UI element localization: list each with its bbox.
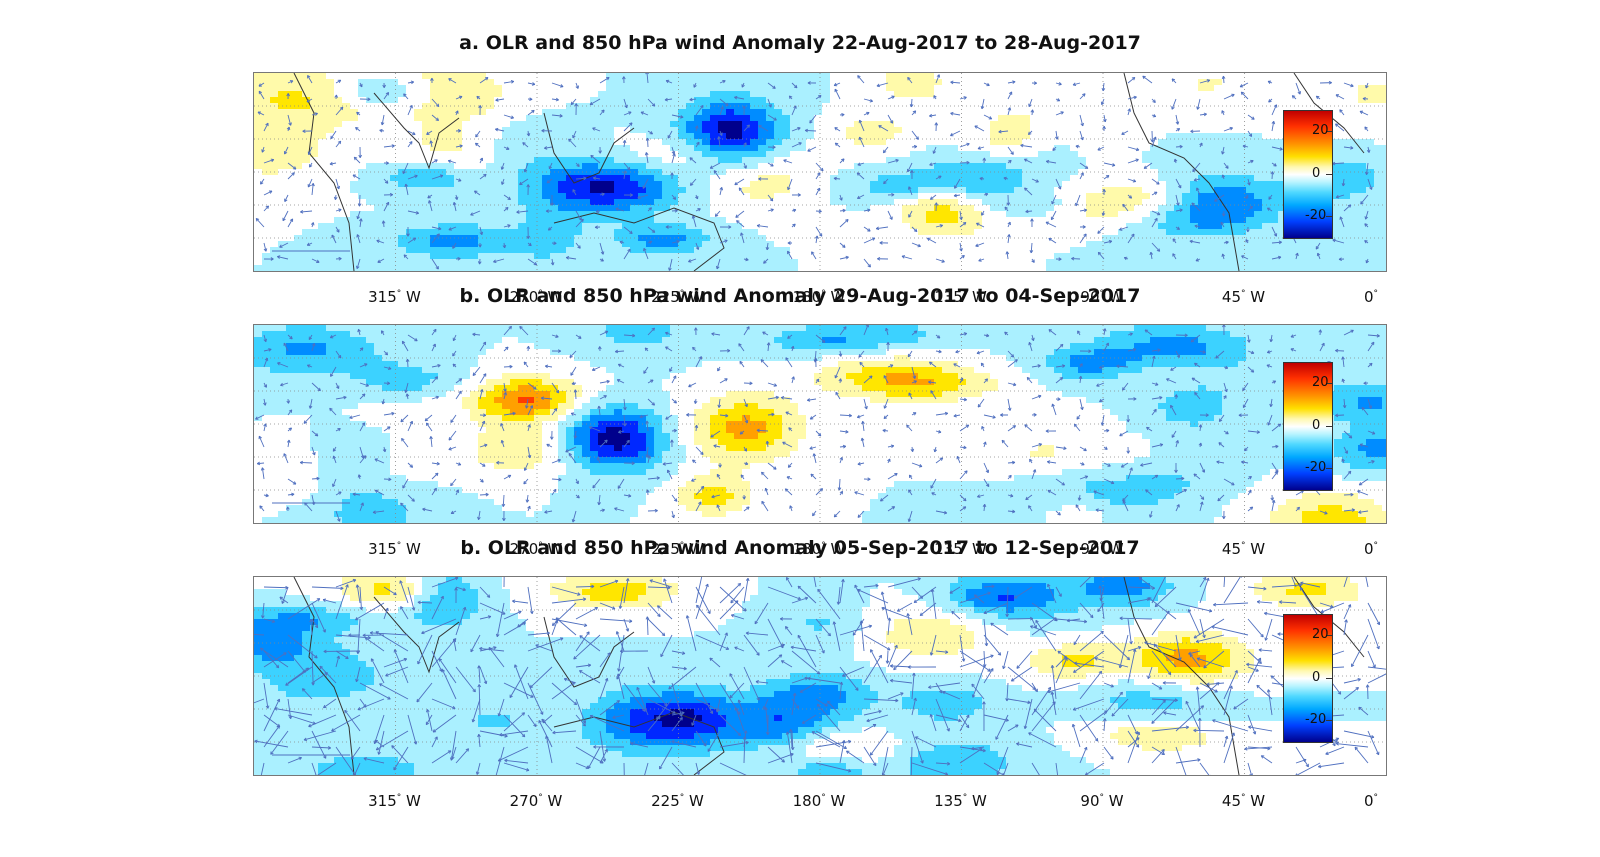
wind-vectors — [254, 577, 1386, 775]
x-tick-label: 315° W — [368, 540, 421, 558]
x-tick-label: 45° W — [1221, 540, 1266, 558]
x-tick-label: 45° W — [1221, 288, 1266, 306]
x-tick-label: 180° W — [792, 792, 846, 810]
wind-vectors — [255, 325, 1380, 523]
panel-c-title: b. OLR and 850 hPa wind Anomaly 05-Sep-2… — [460, 537, 1140, 559]
x-tick-label: 180° W — [792, 288, 846, 306]
colorbar-tick — [1326, 719, 1332, 721]
map-gridlines — [254, 577, 1386, 775]
colorbar-tick — [1326, 677, 1332, 679]
colorbar-tick — [1326, 383, 1332, 385]
x-tick-label: 315° W — [368, 288, 421, 306]
x-tick-label: 90° W — [1080, 288, 1124, 306]
panel-b-title: b. OLR and 850 hPa wind Anomaly 29-Aug-2… — [459, 285, 1141, 307]
panel-c-map — [253, 576, 1387, 776]
colorbar-tick-label: 20 — [1312, 627, 1329, 643]
colorbar-tick-label: 0 — [1312, 165, 1321, 181]
colorbar-tick-label: 0 — [1312, 417, 1321, 433]
x-tick-label: 225° W — [651, 792, 704, 810]
map-gridlines — [254, 73, 1386, 271]
x-tick-label: 315° W — [368, 792, 421, 810]
x-tick-label: 270° W — [509, 288, 563, 306]
panel-b-heatmap — [254, 325, 1386, 523]
panel-c-heatmap — [254, 577, 1386, 775]
colorbar-tick — [1326, 173, 1332, 175]
colorbar-tick-label: -20 — [1305, 711, 1327, 727]
x-tick-label: 0° — [1363, 540, 1379, 558]
colorbar-tick-label: -20 — [1305, 207, 1327, 223]
colorbar-tick-label: 20 — [1312, 123, 1329, 139]
panel-b-colorbar — [1283, 362, 1333, 491]
x-tick-label: 225° W — [651, 540, 704, 558]
x-tick-label: 0° — [1363, 792, 1379, 810]
x-tick-label: 270° W — [509, 792, 563, 810]
colorbar-tick-label: 0 — [1312, 669, 1321, 685]
x-tick-label: 90° W — [1080, 792, 1124, 810]
colorbar-tick — [1326, 215, 1332, 217]
colorbar-tick — [1326, 131, 1332, 133]
map-gridlines — [254, 325, 1386, 523]
x-tick-label: 0° — [1363, 288, 1379, 306]
panel-b-map — [253, 324, 1387, 524]
colorbar-tick-label: 20 — [1312, 375, 1329, 391]
panel-a-colorbar — [1283, 110, 1333, 239]
coastlines — [293, 73, 1365, 271]
panel-c-colorbar — [1283, 614, 1333, 743]
colorbar-tick — [1326, 635, 1332, 637]
colorbar-tick — [1326, 425, 1332, 427]
panel-a-map — [253, 72, 1387, 272]
panel-a-title: a. OLR and 850 hPa wind Anomaly 22-Aug-2… — [459, 32, 1141, 54]
x-tick-label: 135° W — [934, 540, 987, 558]
colorbar-tick — [1326, 467, 1332, 469]
wind-vectors — [255, 73, 1373, 271]
panel-a-heatmap — [254, 73, 1386, 271]
x-tick-label: 135° W — [934, 792, 987, 810]
x-tick-label: 180° W — [792, 540, 846, 558]
colorbar-tick-label: -20 — [1305, 459, 1327, 475]
x-tick-label: 270° W — [509, 540, 563, 558]
x-tick-label: 225° W — [651, 288, 704, 306]
x-tick-label: 45° W — [1221, 792, 1266, 810]
x-tick-label: 135° W — [934, 288, 987, 306]
x-tick-label: 90° W — [1080, 540, 1124, 558]
